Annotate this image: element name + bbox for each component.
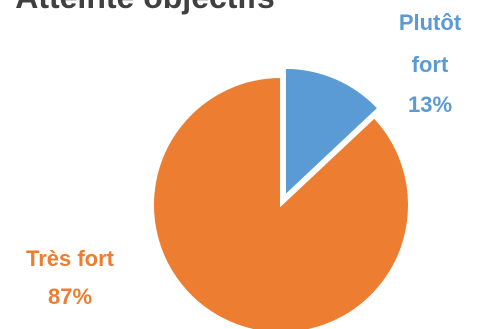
slice-percent-label: 13%: [408, 92, 452, 117]
chart-title: Atteinte objectifs: [15, 0, 275, 15]
data-label-plutot-fort: Plutôt fort 13%: [399, 10, 462, 117]
slice-percent-label: 87%: [48, 284, 92, 309]
pie-slice-plut-t-fort: [283, 66, 380, 199]
slice-label-line: fort: [412, 52, 449, 77]
data-label-tres-fort: Très fort 87%: [26, 246, 115, 309]
slice-label-line: Très fort: [26, 246, 115, 271]
slice-label-line: Plutôt: [399, 10, 462, 35]
pie-slices: [152, 66, 410, 329]
pie-slice-tr-s-fort: [152, 75, 410, 329]
